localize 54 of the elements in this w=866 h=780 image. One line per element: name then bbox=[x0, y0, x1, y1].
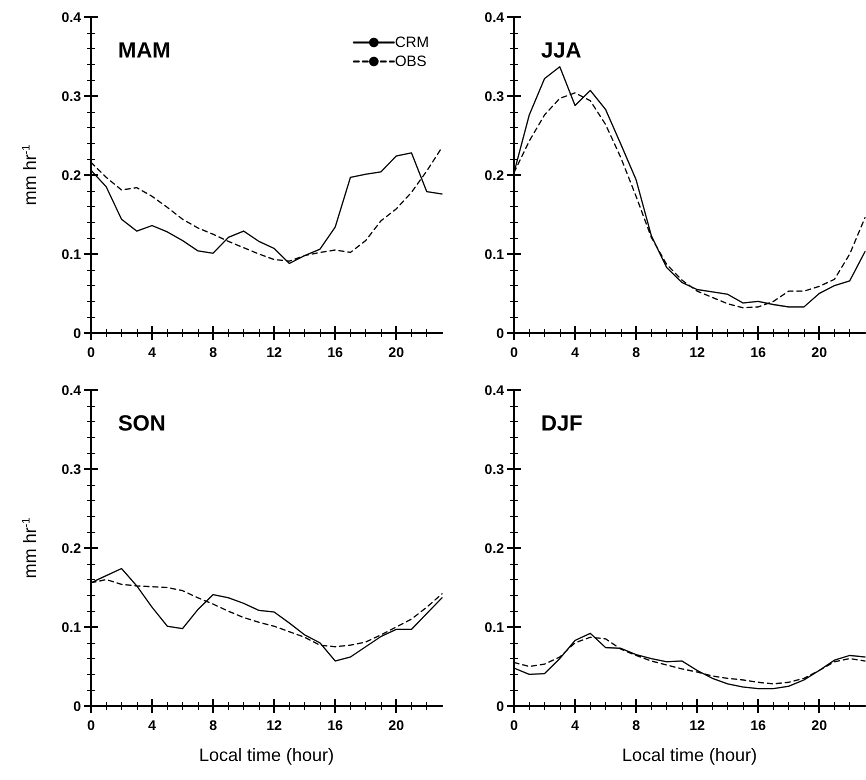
x-tick-label: 0 bbox=[510, 717, 518, 733]
legend-label: OBS bbox=[394, 53, 427, 70]
x-tick-label: 16 bbox=[327, 344, 344, 360]
x-tick-label: 4 bbox=[571, 717, 580, 733]
x-tick-label: 12 bbox=[266, 717, 282, 733]
legend-label: CRM bbox=[394, 34, 430, 51]
y-tick-label: 0 bbox=[73, 698, 82, 714]
x-tick-label: 8 bbox=[209, 344, 218, 360]
text: SON bbox=[118, 410, 166, 436]
y-tick-label: 0.4 bbox=[484, 382, 504, 398]
y-tick-label: 0.1 bbox=[62, 246, 82, 262]
x-tick-label: 20 bbox=[811, 344, 828, 360]
y-tick-label: 0.3 bbox=[484, 88, 504, 104]
x-tick-label: 0 bbox=[510, 344, 518, 360]
x-tick-label: 0 bbox=[87, 344, 96, 360]
y-tick-label: 0.4 bbox=[484, 9, 504, 25]
y-tick-label: 0.1 bbox=[62, 619, 82, 635]
text: DJF bbox=[541, 410, 583, 436]
y-tick-label: 0.1 bbox=[484, 246, 504, 262]
x-tick-label: 12 bbox=[689, 717, 706, 733]
x-tick-label: 16 bbox=[750, 344, 766, 360]
y-axis-title: mm hr-1 bbox=[20, 144, 40, 206]
x-axis-title: Local time (hour) bbox=[622, 745, 758, 765]
y-tick-label: 0.3 bbox=[484, 461, 504, 477]
x-tick-label: 4 bbox=[148, 344, 156, 360]
x-axis-title: Local time (hour) bbox=[198, 745, 334, 765]
x-tick-label: 16 bbox=[327, 717, 344, 733]
x-tick-label: 8 bbox=[209, 717, 218, 733]
text: JJA bbox=[541, 38, 582, 62]
y-tick-label: 0.2 bbox=[484, 167, 504, 183]
y-tick-label: 0.4 bbox=[62, 382, 82, 398]
text: MAM bbox=[118, 38, 171, 62]
y-tick-label: 0.2 bbox=[484, 540, 504, 556]
y-tick-label: 0.2 bbox=[62, 540, 82, 556]
x-tick-label: 12 bbox=[689, 344, 706, 360]
y-tick-label: 0 bbox=[496, 325, 504, 341]
x-tick-label: 8 bbox=[632, 717, 640, 733]
y-tick-label: 0.3 bbox=[62, 88, 82, 104]
x-tick-label: 4 bbox=[571, 344, 580, 360]
x-tick-label: 4 bbox=[148, 717, 156, 733]
y-tick-label: 0 bbox=[73, 325, 82, 341]
x-tick-label: 20 bbox=[388, 344, 404, 360]
y-tick-label: 0.3 bbox=[62, 461, 82, 477]
y-tick-label: 0.1 bbox=[484, 619, 504, 635]
x-tick-label: 12 bbox=[266, 344, 282, 360]
y-tick-label: 0.4 bbox=[62, 9, 82, 25]
x-tick-label: 0 bbox=[87, 717, 96, 733]
x-tick-label: 20 bbox=[811, 717, 828, 733]
y-axis-title: mm hr-1 bbox=[20, 518, 40, 578]
x-tick-label: 16 bbox=[750, 717, 766, 733]
x-tick-label: 8 bbox=[632, 344, 640, 360]
x-tick-label: 20 bbox=[388, 717, 404, 733]
y-tick-label: 0 bbox=[496, 698, 504, 714]
y-tick-label: 0.2 bbox=[62, 167, 82, 183]
